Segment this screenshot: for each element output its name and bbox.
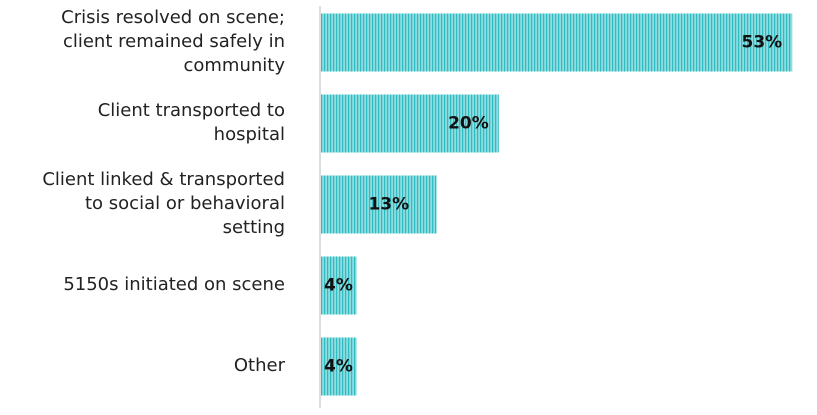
value-label-0: 53%: [741, 33, 782, 53]
bar-4: [321, 337, 357, 396]
category-label-4: Other: [233, 354, 285, 376]
category-label-0: Crisis resolved on scene; client remaine…: [61, 6, 285, 76]
category-label-2: Client linked & transported to social or…: [42, 168, 285, 238]
bar-1: [321, 94, 499, 153]
value-label-2: 13%: [368, 195, 409, 215]
bar-2: [321, 175, 437, 234]
value-label-3: 4%: [324, 276, 353, 296]
bar-3: [321, 256, 357, 315]
value-label-1: 20%: [448, 114, 489, 134]
category-label-1: Client transported to hospital: [97, 99, 285, 145]
category-label-3: 5150s initiated on scene: [63, 273, 285, 295]
value-label-4: 4%: [324, 357, 353, 377]
bar-0: [321, 13, 793, 72]
